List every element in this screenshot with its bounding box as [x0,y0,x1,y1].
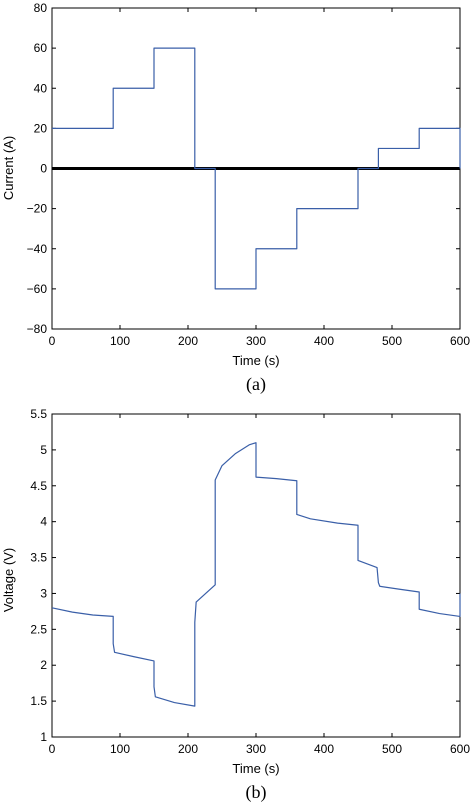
y-tick-label: 60 [34,41,48,55]
y-tick-label: 3 [40,586,47,600]
x-tick-label: 0 [49,742,56,756]
x-tick-label: 500 [382,742,402,756]
x-tick-label: 200 [178,742,198,756]
voltage-chart-panel: Time (s) Voltage (V) (b) 0 100 200 300 400 50… [1,407,470,803]
y-tick-label: 0 [40,162,47,176]
x-axis-label: Time (s) [232,353,279,368]
y-tick-label: −60 [27,282,48,296]
x-tick-label: 0 [49,334,56,348]
y-tick-label: 2 [40,658,47,672]
x-tick-label: 100 [110,742,130,756]
y-tick-label: 2.5 [30,622,47,636]
x-tick-label: 600 [450,742,470,756]
y-tick-label: 40 [34,81,48,95]
y-tick-label: 20 [34,121,48,135]
series-line [52,47,461,290]
y-tick-label: −20 [27,202,48,216]
y-tick-label: −80 [27,322,48,336]
y-tick-label: 1 [40,730,47,744]
y-axis-label: Voltage (V) [1,548,16,612]
y-tick-label: 5 [40,443,47,457]
y-tick-label: 80 [34,1,48,15]
x-tick-label: 400 [314,334,334,348]
y-axis-label: Current (A) [1,136,16,200]
x-tick-label: 300 [246,742,266,756]
series-line [51,442,461,707]
y-tick-label: 3.5 [30,551,47,565]
y-tick-label: 4.5 [30,479,47,493]
x-tick-label: 400 [314,742,334,756]
x-tick-label: 200 [178,334,198,348]
x-tick-label: 300 [246,334,266,348]
y-tick-label: 1.5 [30,694,47,708]
y-tick-label: 4 [40,515,47,529]
x-tick-label: 500 [382,334,402,348]
x-axis-label: Time (s) [232,761,279,776]
panel-caption: (b) [246,782,267,803]
y-tick-label: −40 [27,242,48,256]
current-chart-panel: Time (s) Current (A) (a) 0 100 200 300 400 50… [1,1,470,395]
x-tick-label: 100 [110,334,130,348]
y-tick-label: 5.5 [30,407,47,421]
panel-caption: (a) [246,374,266,395]
x-tick-label: 600 [450,334,470,348]
